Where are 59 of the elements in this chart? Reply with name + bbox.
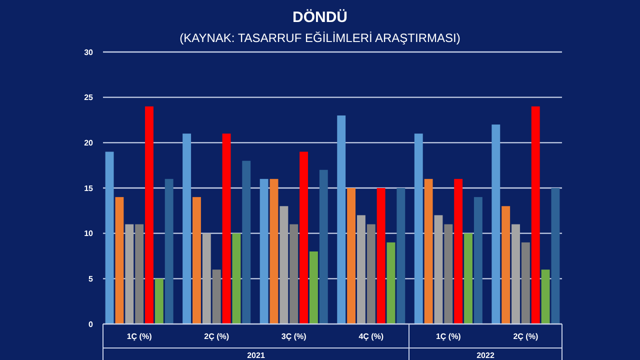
bar xyxy=(551,188,560,324)
bar xyxy=(300,152,308,324)
x-tick-label: 4Ç (%) xyxy=(358,332,384,341)
x-tick-label: 1Ç (%) xyxy=(126,332,152,341)
x-tick-label: 2Ç (%) xyxy=(513,332,538,341)
bar xyxy=(125,224,134,324)
bar xyxy=(492,124,500,324)
x-tick-label: 2Ç (%) xyxy=(204,332,230,341)
bar xyxy=(474,197,482,324)
y-tick-label: 10 xyxy=(84,229,94,238)
y-tick-label: 15 xyxy=(84,184,94,193)
text: 2022 xyxy=(476,351,495,360)
bar xyxy=(414,134,423,324)
bar xyxy=(396,188,406,324)
bar xyxy=(242,160,251,324)
bar xyxy=(182,134,192,324)
y-tick-label: 30 xyxy=(84,48,94,57)
bar xyxy=(164,178,174,324)
bar xyxy=(212,270,221,324)
y-tick-label: 0 xyxy=(88,320,94,329)
chart-subtitle: (KAYNAK: TASARRUF EĞİLİMLERİ ARAŞTIRMASI) xyxy=(180,31,460,45)
x-tick-label: 3Ç (%) xyxy=(281,332,307,341)
bar xyxy=(319,170,328,324)
y-tick-label: 20 xyxy=(84,138,94,148)
bar xyxy=(356,215,366,324)
chart-title: DÖNDÜ xyxy=(292,9,348,26)
bar xyxy=(521,242,530,324)
bar xyxy=(290,224,298,324)
bar xyxy=(310,251,318,324)
bar xyxy=(464,233,472,324)
y-tick-label: 5 xyxy=(88,274,94,284)
bar xyxy=(145,106,154,324)
bar xyxy=(424,178,433,324)
bar xyxy=(280,206,288,324)
bar xyxy=(222,134,231,324)
bar xyxy=(541,270,550,324)
text: 2021 xyxy=(247,351,266,360)
bar xyxy=(531,106,540,324)
bar xyxy=(434,215,443,324)
bar xyxy=(232,233,241,324)
bar xyxy=(192,197,201,324)
bar xyxy=(135,224,144,324)
bar xyxy=(202,233,211,324)
bar xyxy=(260,178,268,324)
bar xyxy=(386,242,396,324)
bar xyxy=(154,278,164,324)
bar xyxy=(115,197,124,324)
bar xyxy=(512,224,520,324)
bar xyxy=(502,206,510,324)
bar xyxy=(366,224,376,324)
bar xyxy=(444,224,453,324)
bar xyxy=(454,178,463,324)
bar xyxy=(347,188,356,324)
bar xyxy=(270,178,278,324)
y-tick-label: 25 xyxy=(84,93,94,102)
bar xyxy=(337,115,346,324)
bar xyxy=(105,152,114,324)
bar xyxy=(376,188,386,324)
x-tick-label: 1Ç (%) xyxy=(436,332,462,341)
